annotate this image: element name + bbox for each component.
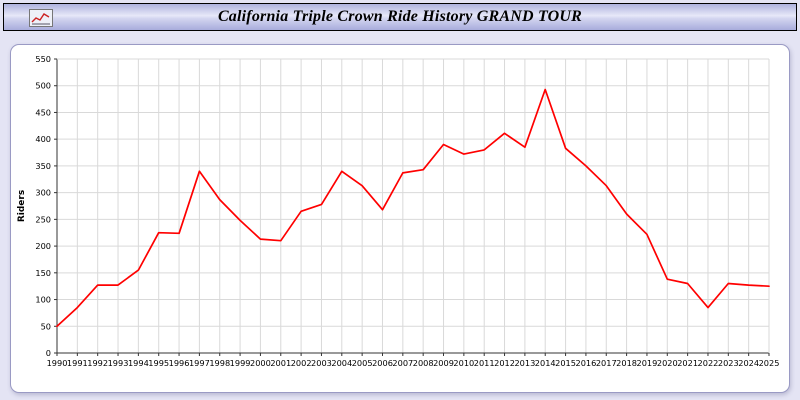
svg-text:500: 500 xyxy=(35,81,51,91)
svg-text:2000: 2000 xyxy=(250,358,271,368)
svg-text:2017: 2017 xyxy=(596,358,617,368)
svg-text:2006: 2006 xyxy=(372,358,393,368)
svg-text:150: 150 xyxy=(35,268,51,278)
svg-text:2001: 2001 xyxy=(270,358,291,368)
svg-text:2013: 2013 xyxy=(514,358,535,368)
svg-text:400: 400 xyxy=(35,134,51,144)
mini-chart-icon-glyph xyxy=(30,10,52,26)
svg-text:2022: 2022 xyxy=(698,358,719,368)
svg-text:2019: 2019 xyxy=(637,358,658,368)
chart-panel: 1990 1991 1992 1993 1994 1995 1996 1997 1998 1999… xyxy=(10,44,790,393)
svg-text:2014: 2014 xyxy=(535,358,556,368)
svg-text:2024: 2024 xyxy=(738,358,759,368)
svg-text:1998: 1998 xyxy=(209,358,230,368)
y-axis-labels: 0 50 100 150 200 250 300 350 400 450 500 550 xyxy=(35,54,51,358)
svg-text:2015: 2015 xyxy=(555,358,576,368)
title-bar: California Triple Crown Ride History GRA… xyxy=(3,3,797,31)
svg-text:2012: 2012 xyxy=(494,358,515,368)
svg-text:2018: 2018 xyxy=(616,358,637,368)
x-gridlines xyxy=(56,59,770,353)
svg-text:1997: 1997 xyxy=(189,358,210,368)
svg-text:2025: 2025 xyxy=(759,358,780,368)
svg-text:2008: 2008 xyxy=(413,358,434,368)
x-axis-labels: 1990 1991 1992 1993 1994 1995 1996 1997 1998 1999… xyxy=(47,358,780,368)
svg-text:1999: 1999 xyxy=(230,358,251,368)
svg-text:250: 250 xyxy=(35,214,51,224)
svg-text:2007: 2007 xyxy=(392,358,413,368)
svg-text:1990: 1990 xyxy=(47,358,68,368)
svg-text:0: 0 xyxy=(46,348,51,358)
y-axis-title: Riders xyxy=(17,190,27,222)
svg-text:2021: 2021 xyxy=(677,358,698,368)
svg-text:2009: 2009 xyxy=(433,358,454,368)
y-gridlines xyxy=(57,58,769,354)
page-title: California Triple Crown Ride History GRA… xyxy=(217,8,583,25)
mini-chart-icon[interactable] xyxy=(29,9,53,27)
svg-text:2005: 2005 xyxy=(352,358,373,368)
ride-history-line-chart: 1990 1991 1992 1993 1994 1995 1996 1997 1998 1999… xyxy=(17,54,780,368)
svg-text:200: 200 xyxy=(35,241,51,251)
svg-text:550: 550 xyxy=(35,54,51,64)
svg-text:50: 50 xyxy=(41,321,51,331)
svg-text:2016: 2016 xyxy=(575,358,596,368)
svg-text:2020: 2020 xyxy=(657,358,678,368)
series-line xyxy=(56,88,770,328)
svg-text:1992: 1992 xyxy=(87,358,108,368)
svg-text:Riders: Riders xyxy=(17,190,27,222)
svg-text:2003: 2003 xyxy=(311,358,332,368)
svg-text:1994: 1994 xyxy=(128,358,149,368)
svg-text:2004: 2004 xyxy=(331,358,352,368)
svg-text:1996: 1996 xyxy=(169,358,190,368)
svg-text:450: 450 xyxy=(35,107,51,117)
svg-text:1995: 1995 xyxy=(148,358,169,368)
svg-text:2023: 2023 xyxy=(718,358,739,368)
svg-text:1991: 1991 xyxy=(67,358,88,368)
svg-text:2011: 2011 xyxy=(474,358,495,368)
svg-text:1993: 1993 xyxy=(108,358,129,368)
svg-text:2002: 2002 xyxy=(291,358,312,368)
axes xyxy=(54,58,770,356)
svg-text:100: 100 xyxy=(35,295,51,305)
svg-text:350: 350 xyxy=(35,161,51,171)
svg-text:300: 300 xyxy=(35,188,51,198)
svg-text:2010: 2010 xyxy=(453,358,474,368)
